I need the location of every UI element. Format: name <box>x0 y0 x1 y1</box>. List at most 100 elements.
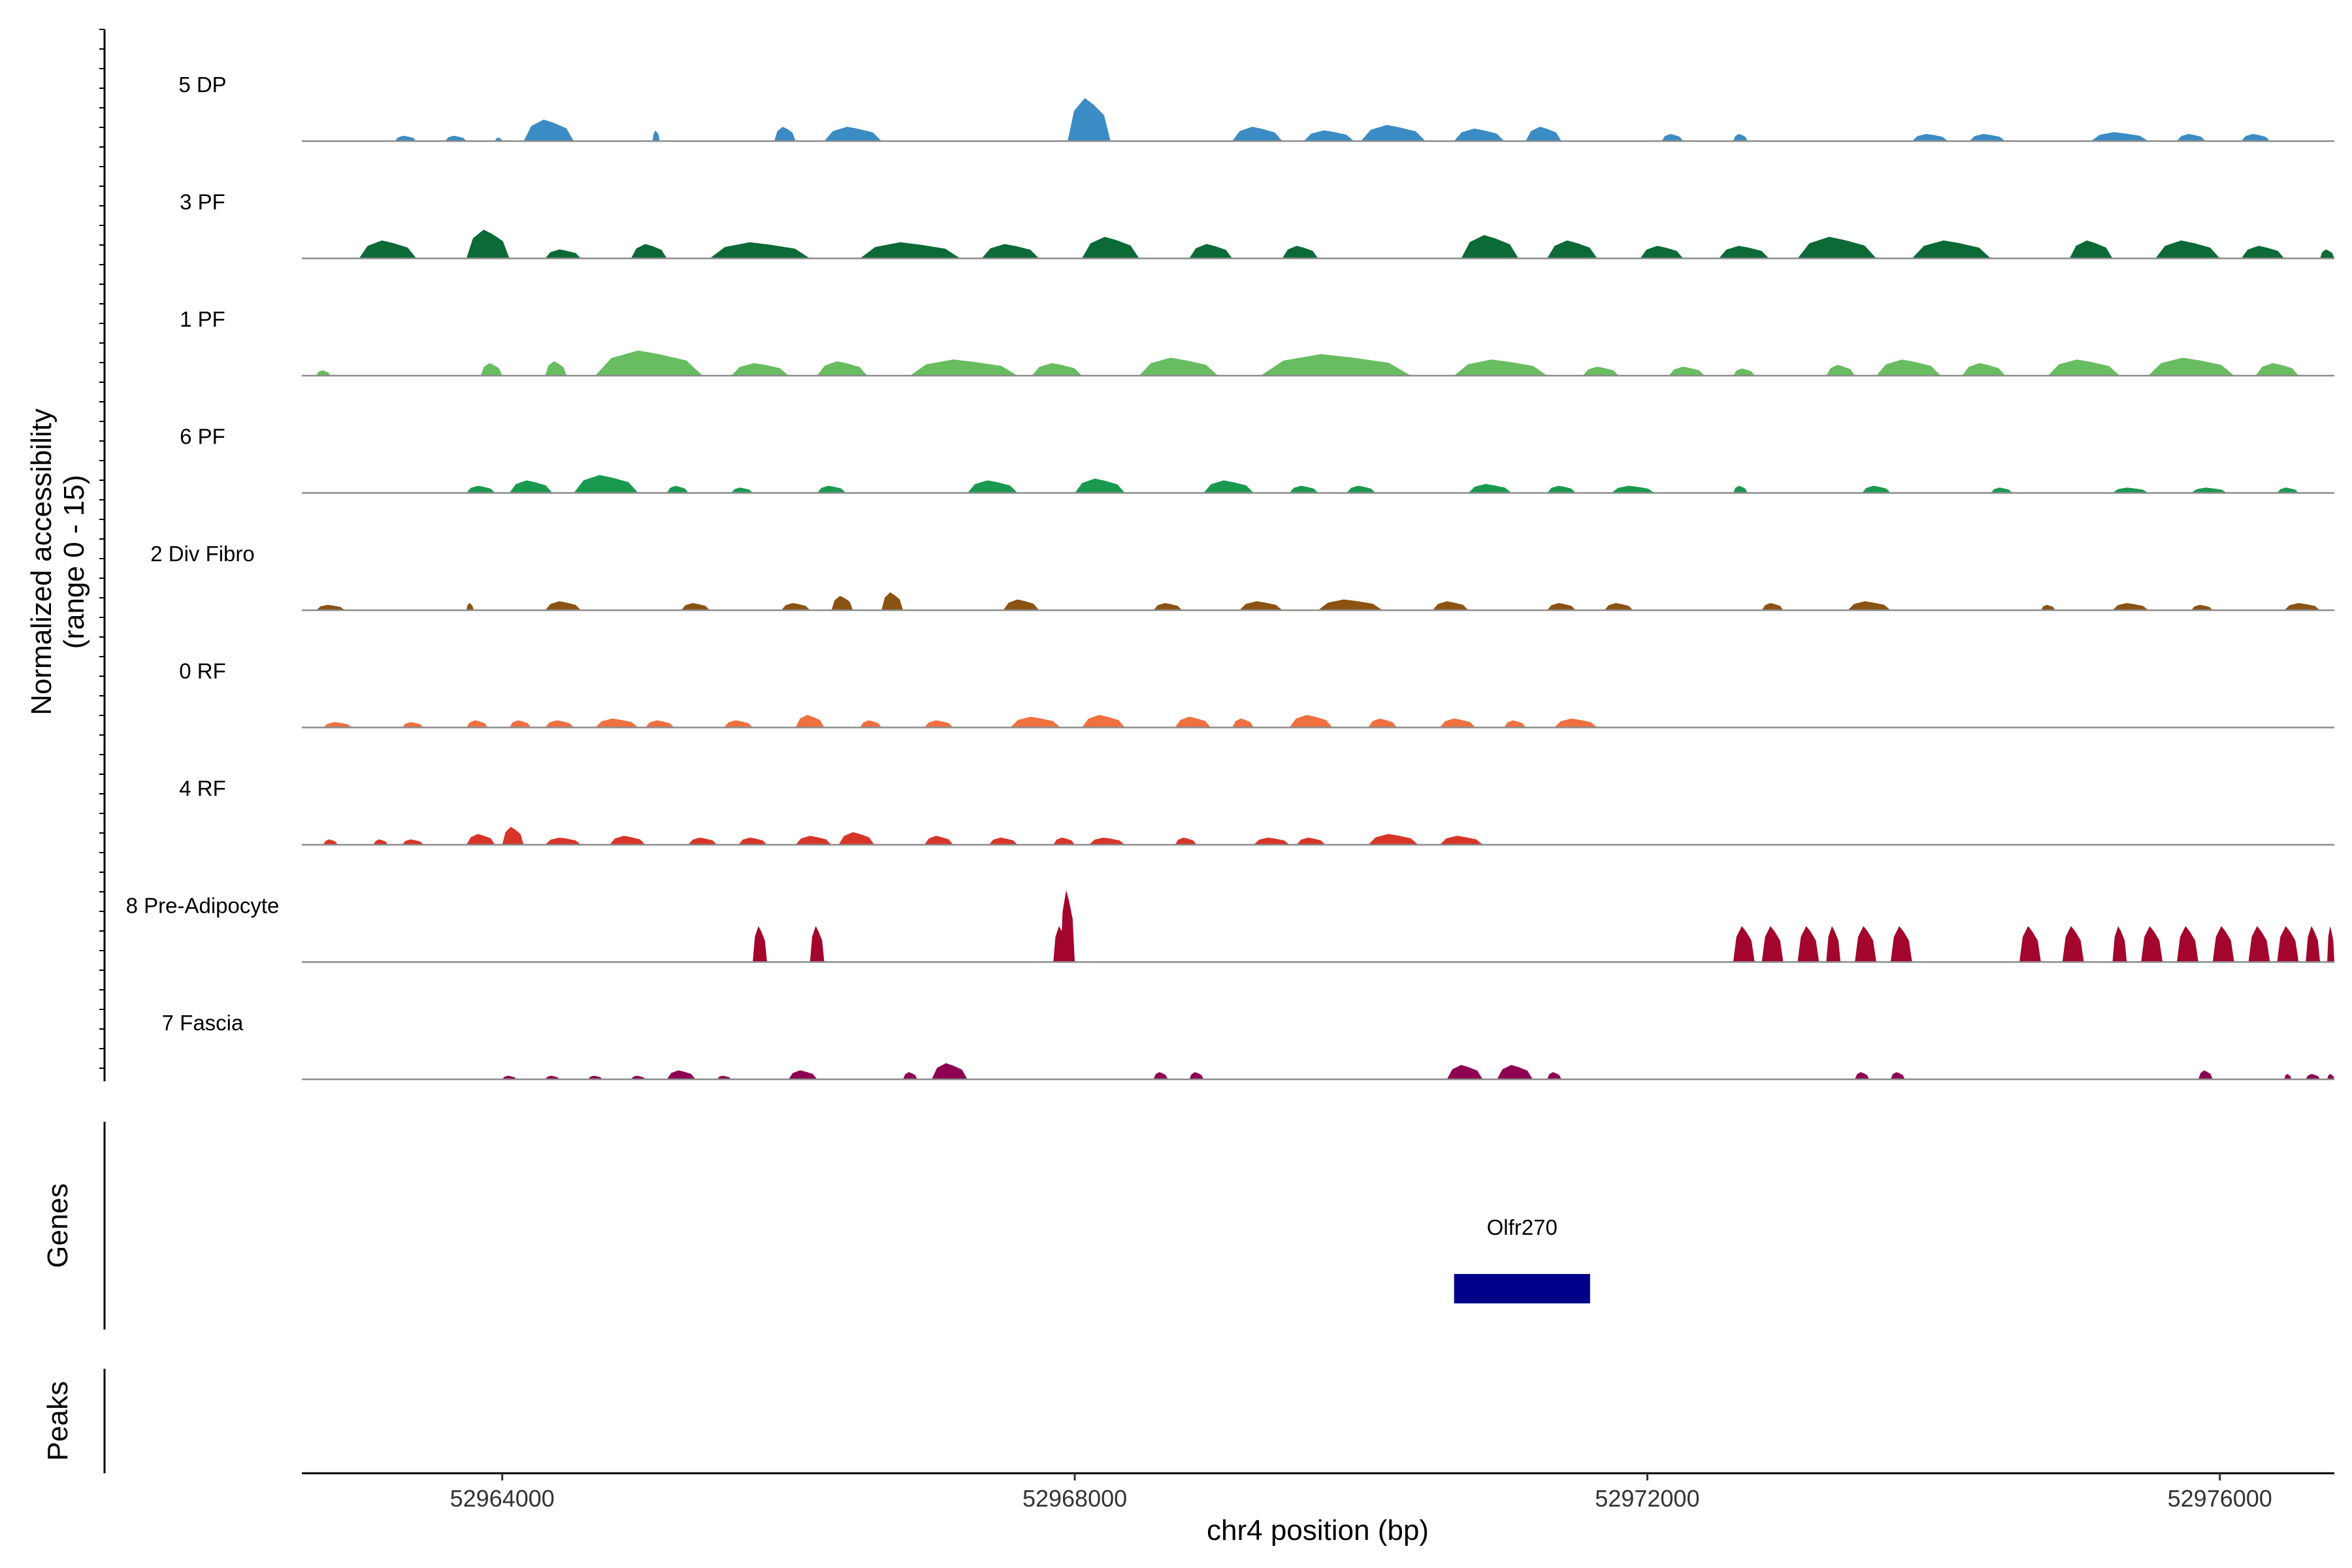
gene-body <box>1454 1274 1590 1303</box>
coverage-peak <box>710 242 810 259</box>
coverage-peak <box>1203 480 1254 493</box>
x-tick-label: 52964000 <box>450 1485 555 1512</box>
coverage-peak <box>1454 359 1548 376</box>
coverage-peak <box>1454 128 1505 141</box>
coverage-peak <box>1855 1072 1869 1079</box>
coverage-peak <box>1876 359 1941 376</box>
coverage-peak <box>316 604 345 610</box>
coverage-peak <box>2327 926 2334 962</box>
coverage-peak <box>1175 717 1211 728</box>
coverage-peak <box>2155 240 2220 259</box>
coverage-peak <box>2320 249 2334 259</box>
coverage-peak <box>2255 363 2299 376</box>
coverage-peak <box>1347 485 1376 493</box>
track-label: 4 RF <box>179 776 226 800</box>
x-tick-label: 52976000 <box>2168 1485 2272 1512</box>
track-4-rf: 4 RF <box>179 776 2334 846</box>
coverage-peak <box>1232 127 1282 141</box>
coverage-peak <box>1468 483 1512 493</box>
track-label: 2 Div Fibro <box>150 542 255 566</box>
coverage-peak <box>1153 1072 1168 1079</box>
coverage-peak <box>1253 838 1290 845</box>
coverage-peak <box>1260 354 1411 376</box>
track-label: 7 Fascia <box>162 1011 244 1035</box>
coverage-peak <box>1439 836 1483 845</box>
coverage-peak <box>903 1072 918 1079</box>
coverage-peak <box>774 127 796 141</box>
coverage-peak <box>502 1075 517 1079</box>
coverage-peak <box>2148 357 2234 376</box>
coverage-peak <box>466 603 474 610</box>
coverage-peak <box>445 135 466 141</box>
coverage-tracks: 5 DP 3 PF 1 PF 6 PF 2 Div Fibro 0 RF 4 RF 8 Pre… <box>126 73 2334 1081</box>
coverage-peak <box>1232 718 1254 728</box>
coverage-peak <box>1826 365 1855 376</box>
coverage-peak <box>831 596 853 610</box>
coverage-peak <box>981 244 1039 259</box>
peaks-track-title: Peaks <box>42 1381 74 1461</box>
coverage-peak <box>1526 127 1561 141</box>
coverage-peak <box>466 485 495 493</box>
coverage-peak <box>1962 363 2006 376</box>
coverage-peak <box>2091 132 2149 141</box>
x-axis-ticks: 52964000 52968000 52972000 52976000 <box>450 1473 2272 1512</box>
coverage-peak <box>924 836 953 845</box>
coverage-peak <box>2191 487 2227 493</box>
coverage-peak <box>1368 834 1418 845</box>
coverage-peak <box>1661 134 1684 141</box>
coverage-peak <box>2191 604 2213 610</box>
coverage-peak <box>2198 1070 2213 1079</box>
coverage-peak <box>495 137 502 141</box>
coverage-peak <box>1361 125 1426 141</box>
coverage-peak <box>1547 240 1597 259</box>
track-8-pre-adipocyte: 8 Pre-Adipocyte <box>126 890 2334 963</box>
coverage-peak <box>1053 838 1075 845</box>
track-1-pf: 1 PF <box>180 307 2334 377</box>
coverage-peak <box>1439 718 1476 728</box>
coverage-peak <box>724 720 753 728</box>
coverage-peak <box>795 715 825 728</box>
track-0-rf: 0 RF <box>179 659 2334 728</box>
coverage-peak <box>881 592 904 610</box>
coverage-peak <box>817 485 846 493</box>
track-label: 6 PF <box>180 425 225 449</box>
coverage-peak <box>1068 98 1111 141</box>
coverage-peak <box>2019 926 2041 962</box>
coverage-peak <box>630 244 667 259</box>
coverage-peak <box>688 838 717 845</box>
coverage-peak <box>323 839 338 845</box>
coverage-peak <box>2048 359 2120 376</box>
coverage-peak <box>630 1075 645 1079</box>
coverage-peak <box>1088 838 1125 845</box>
coverage-peak <box>1060 890 1075 962</box>
coverage-peak <box>924 720 953 728</box>
genes-track: Olfr270 <box>1454 1215 1590 1303</box>
coverage-peak <box>1855 926 1876 962</box>
track-label: 0 RF <box>179 659 226 683</box>
coverage-peak <box>2177 926 2198 962</box>
coverage-peak <box>509 480 553 493</box>
coverage-peak <box>395 135 417 141</box>
coverage-peak <box>1604 603 1633 610</box>
coverage-peak <box>781 603 810 610</box>
coverage-peak <box>1912 240 1991 259</box>
coverage-peak <box>1761 603 1784 610</box>
coverage-peak <box>1368 718 1397 728</box>
coverage-peak <box>2248 926 2270 962</box>
coverage-peak <box>595 350 703 376</box>
coverage-peak <box>2327 1073 2334 1079</box>
coverage-peak <box>1289 485 1318 493</box>
coverage-peak <box>1289 715 1333 728</box>
y-axis-subtitle: (range 0 - 15) <box>58 475 90 649</box>
coverage-peak <box>480 363 502 376</box>
x-tick-label: 52972000 <box>1595 1485 1699 1512</box>
coverage-peak <box>1303 130 1354 141</box>
coverage-peak <box>817 361 868 376</box>
coverage-peak <box>838 832 875 845</box>
track-label: 5 DP <box>178 73 226 97</box>
coverage-peak <box>1189 244 1233 259</box>
coverage-peak <box>860 242 960 259</box>
x-axis-title: chr4 position (bp) <box>1207 1514 1429 1546</box>
coverage-peak <box>1547 1072 1561 1079</box>
